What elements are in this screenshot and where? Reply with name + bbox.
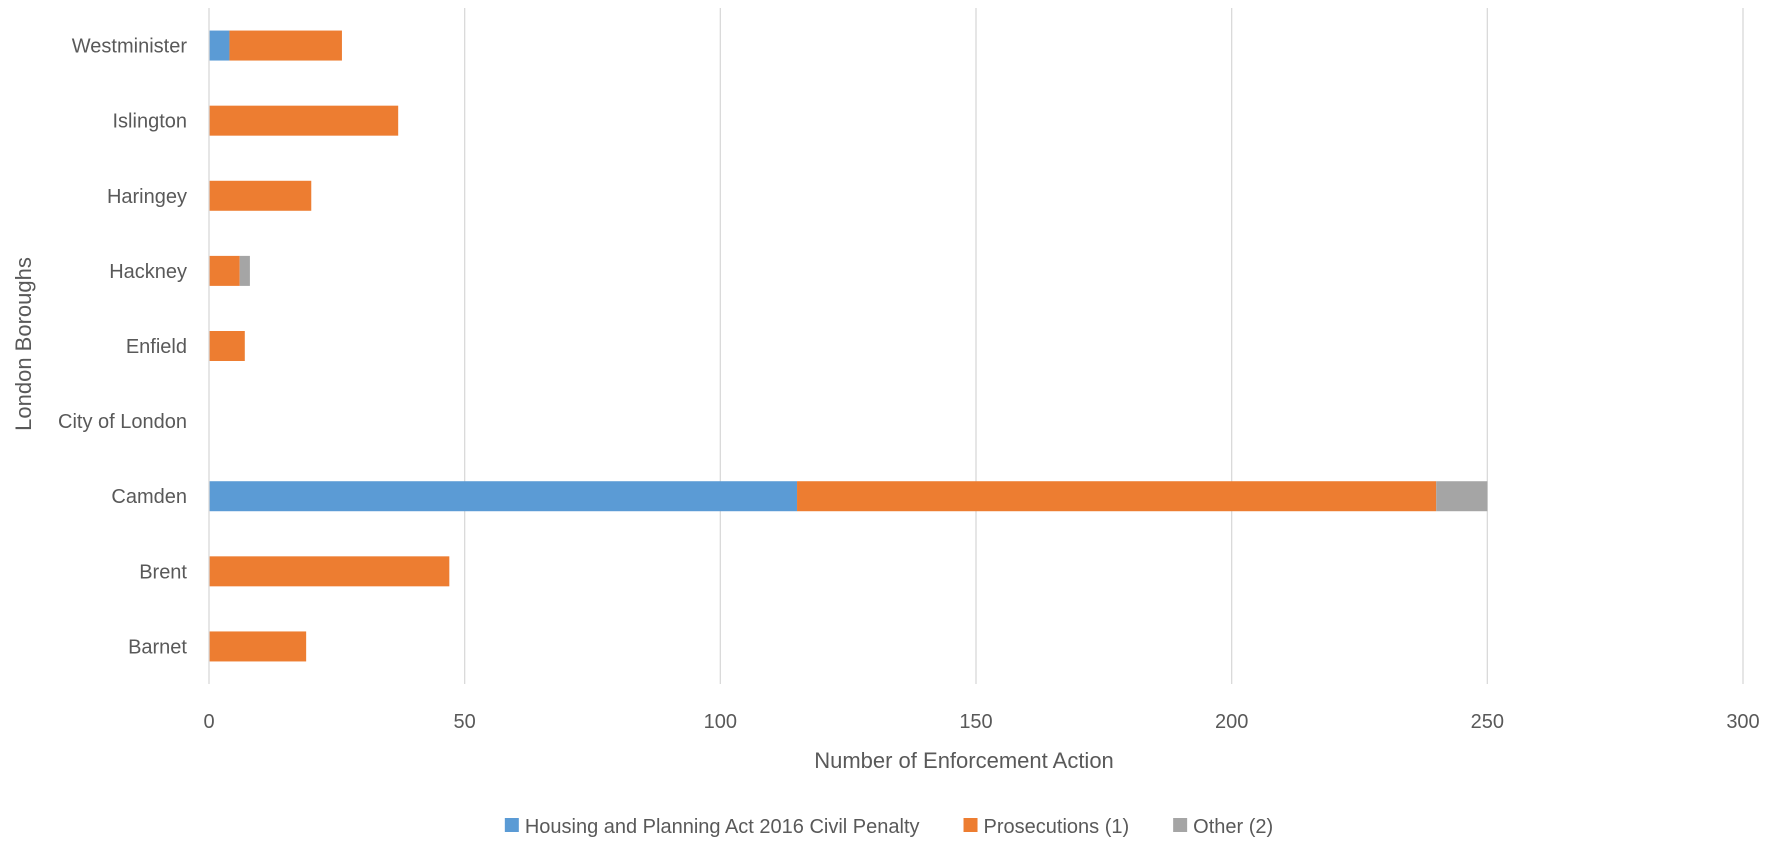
y-tick-label: Camden <box>111 486 187 508</box>
legend-label: Other (2) <box>1193 816 1273 838</box>
y-axis-title: London Boroughs <box>11 257 36 431</box>
x-tick-label: 250 <box>1471 711 1504 733</box>
axes: 0 50 100 150 200 250 300 Westminister Islington H… <box>58 8 1760 733</box>
bar-segment <box>209 331 245 361</box>
x-tick-label: 200 <box>1215 711 1248 733</box>
bar-segment <box>209 180 312 211</box>
y-tick-label: Barnet <box>128 636 187 658</box>
legend: Housing and Planning Act 2016 Civil Pena… <box>504 816 1273 838</box>
x-tick-label: 100 <box>704 711 737 733</box>
legend-swatch <box>963 818 978 832</box>
legend-item: Prosecutions (1) <box>963 816 1130 838</box>
bar-segment <box>209 631 307 662</box>
y-tick-label: Haringey <box>107 186 187 208</box>
bar-segment <box>229 30 342 61</box>
bar-segment <box>239 255 250 286</box>
bar-segment <box>209 105 399 136</box>
bar-segment <box>209 255 240 286</box>
y-tick-label: Enfield <box>126 336 187 358</box>
bars <box>209 30 1488 662</box>
y-tick-label: Hackney <box>109 261 187 283</box>
legend-item: Housing and Planning Act 2016 Civil Pena… <box>504 816 920 838</box>
gridlines <box>464 8 1744 684</box>
legend-label: Prosecutions (1) <box>984 816 1130 838</box>
x-tick-label: 150 <box>959 711 992 733</box>
legend-item: Other (2) <box>1173 816 1273 838</box>
x-axis-title: Number of Enforcement Action <box>814 748 1114 773</box>
legend-label: Housing and Planning Act 2016 Civil Pena… <box>525 816 920 838</box>
x-tick-label: 300 <box>1726 711 1759 733</box>
x-tick-label: 0 <box>203 711 214 733</box>
bar-segment <box>209 556 450 587</box>
bar-segment <box>209 30 230 61</box>
legend-swatch <box>504 818 519 832</box>
bar-segment <box>209 481 798 512</box>
legend-swatch <box>1173 818 1188 832</box>
y-tick-label: Islington <box>113 111 188 133</box>
y-tick-label: Westminister <box>72 36 188 58</box>
bar-segment <box>797 481 1437 512</box>
x-tick-label: 50 <box>454 711 476 733</box>
y-tick-label: Brent <box>139 561 187 583</box>
y-tick-label: City of London <box>58 411 187 433</box>
bar-segment <box>1436 481 1488 512</box>
